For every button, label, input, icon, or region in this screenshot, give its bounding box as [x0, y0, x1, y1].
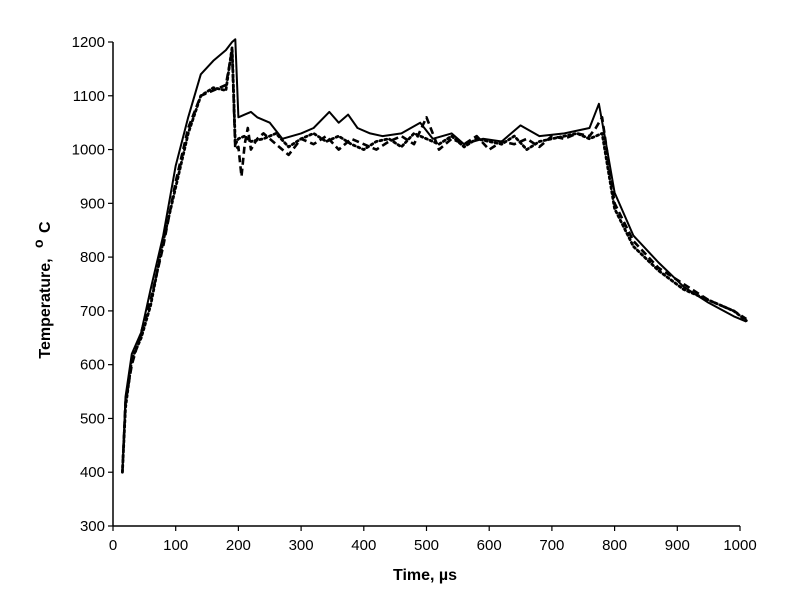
y-tick-label: 1000	[72, 142, 105, 159]
axes	[112, 42, 740, 527]
x-tick-label: 200	[226, 537, 251, 554]
y-tick-label: 900	[80, 195, 105, 212]
x-tick-label: 500	[414, 537, 439, 554]
x-tick-label: 300	[289, 537, 314, 554]
x-axis-label: Time, µs	[393, 567, 457, 584]
x-tick-label: 1000	[723, 537, 756, 554]
x-tick-label: 600	[477, 537, 502, 554]
series-line-dashed	[121, 48, 748, 473]
x-tick-label: 100	[163, 537, 188, 554]
y-axis-label-unit: C	[37, 221, 54, 233]
y-tick-label: 1200	[72, 34, 105, 51]
y-tick-label: 1100	[73, 88, 105, 105]
series-line-dotted	[121, 46, 748, 474]
y-tick-label: 300	[80, 518, 105, 535]
series-group	[121, 38, 748, 474]
y-tick-label: 600	[80, 357, 105, 374]
x-tick-label: 0	[109, 537, 117, 554]
y-tick-label: 800	[80, 249, 105, 266]
x-tick-label: 700	[539, 537, 564, 554]
ticks: 0 100 200 300 400 500 600 700 800 900 1000 300 400 50…	[72, 34, 757, 554]
y-tick-label: 700	[80, 303, 105, 320]
series-line-solid	[121, 38, 747, 473]
x-tick-label: 800	[602, 537, 627, 554]
y-axis-label-main: Temperature,	[37, 258, 54, 358]
x-tick-label: 400	[351, 537, 376, 554]
y-tick-label: 500	[80, 410, 105, 427]
y-axis-label: Temperature, o C	[30, 221, 54, 359]
x-tick-label: 900	[665, 537, 690, 554]
y-tick-label: 400	[80, 464, 105, 481]
y-axis-label-sup: o	[30, 239, 46, 248]
